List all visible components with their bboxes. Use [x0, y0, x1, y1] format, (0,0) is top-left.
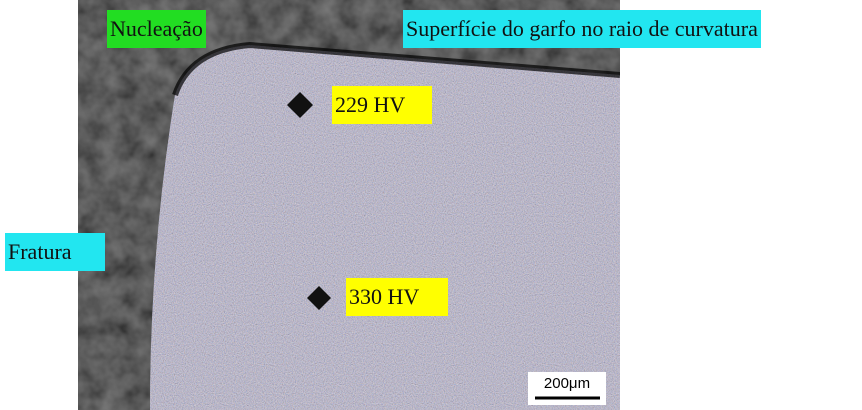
fracture-label: Fratura: [5, 233, 105, 271]
surface-label: Superfície do garfo no raio de curvatura: [403, 10, 761, 48]
nucleation-label: Nucleação: [107, 10, 206, 48]
micrograph: 200μm: [0, 0, 862, 410]
page: 200μm Nucleação Superfície do garfo no r…: [0, 0, 862, 410]
hardness-label: 330 HV: [346, 278, 448, 316]
scale-label: 200μm: [544, 375, 590, 392]
hardness-label: 229 HV: [332, 86, 432, 124]
